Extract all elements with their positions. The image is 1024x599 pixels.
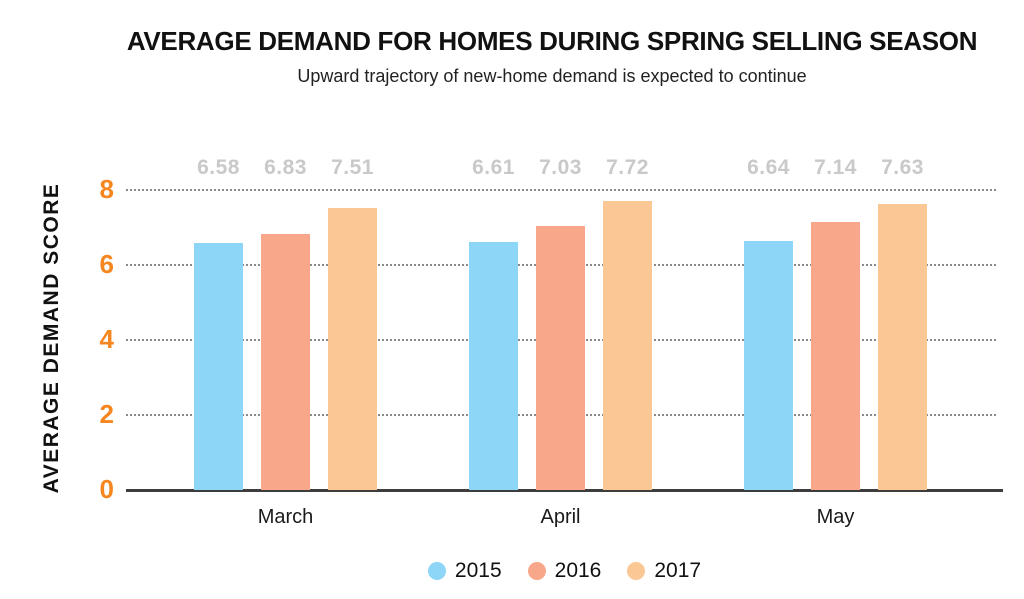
value-label-2015-march: 6.58	[197, 156, 240, 179]
y-tick-label-8: 8	[99, 174, 114, 204]
bar-2016-april	[536, 226, 585, 490]
y-tick-label-4: 4	[99, 324, 114, 354]
value-label-2017-may: 7.63	[881, 156, 924, 179]
legend-label-2016: 2016	[554, 559, 602, 582]
plot-area: 0 2 4 6 8 6.58 6.83 7.51 March 6.61 7.03 7.72 April 6…	[100, 156, 1003, 528]
value-label-2017-april: 7.72	[606, 156, 649, 179]
legend-swatch-2017	[627, 562, 646, 580]
chart-title: AVERAGE DEMAND FOR HOMES DURING SPRING S…	[126, 26, 978, 56]
legend-item-2016: 2016	[527, 559, 602, 583]
value-label-2016-may: 7.14	[814, 156, 857, 179]
legend-label-2015: 2015	[454, 559, 502, 582]
y-tick-label-2: 2	[99, 399, 114, 429]
bar-2015-may	[744, 241, 793, 490]
legend-swatch-2016	[527, 562, 546, 580]
bar-2015-march	[194, 243, 243, 490]
legend-label-2017: 2017	[654, 559, 702, 582]
legend: 2015 2016 2017	[126, 558, 1003, 584]
legend-item-2015: 2015	[427, 559, 502, 583]
x-axis-line	[126, 489, 1003, 492]
bar-2017-march	[328, 208, 377, 490]
y-axis-title: AVERAGE DEMAND SCORE	[40, 182, 63, 494]
bar-2016-march	[261, 233, 310, 490]
x-category-label-april: April	[540, 506, 581, 528]
bar-2015-april	[469, 242, 518, 490]
bar-2017-may	[878, 203, 927, 490]
x-category-label-may: May	[816, 506, 855, 528]
bar-2017-april	[603, 200, 652, 490]
legend-item-2017: 2017	[627, 559, 701, 583]
value-label-2015-april: 6.61	[472, 156, 515, 179]
legend-swatch-2015	[427, 562, 446, 580]
y-tick-label-6: 6	[99, 249, 114, 279]
value-label-2016-march: 6.83	[264, 156, 307, 179]
bar-2016-may	[811, 222, 860, 490]
y-tick-label-0: 0	[99, 474, 114, 504]
value-label-2016-april: 7.03	[539, 156, 582, 179]
x-category-label-march: March	[257, 506, 314, 528]
value-label-2017-march: 7.51	[331, 156, 374, 179]
gridline-8	[126, 189, 997, 191]
value-label-2015-may: 6.64	[747, 156, 790, 179]
chart-subtitle: Upward trajectory of new-home demand is …	[297, 66, 807, 86]
